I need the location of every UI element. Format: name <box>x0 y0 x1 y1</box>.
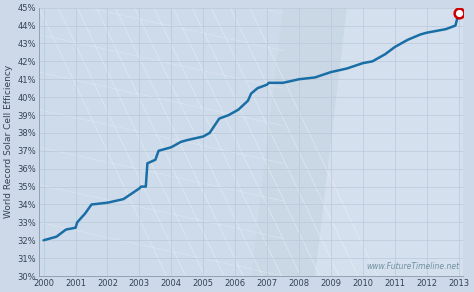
Text: www.FutureTimeline.net: www.FutureTimeline.net <box>366 262 459 271</box>
Polygon shape <box>39 8 283 276</box>
Y-axis label: World Record Solar Cell Efficiency: World Record Solar Cell Efficiency <box>4 65 13 218</box>
Polygon shape <box>251 8 347 276</box>
